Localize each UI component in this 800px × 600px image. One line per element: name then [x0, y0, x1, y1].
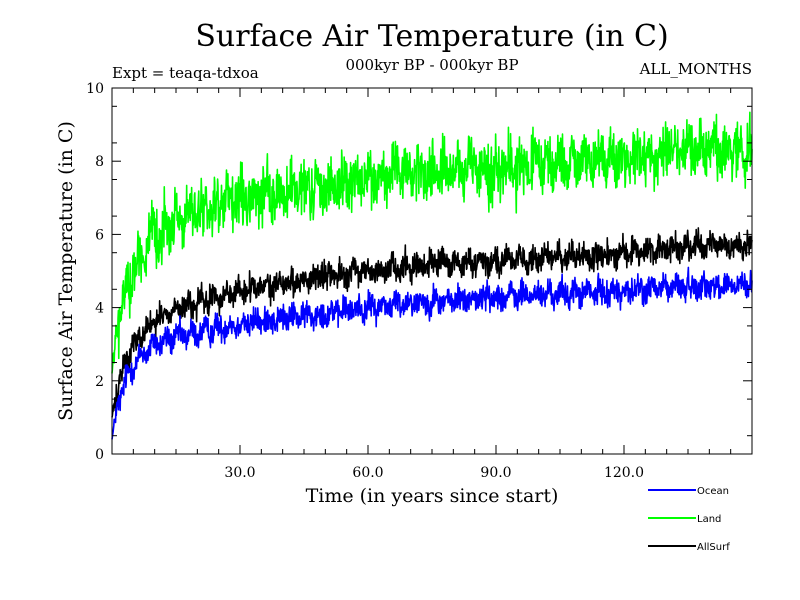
experiment-label: Expt = teaqa-tdxoa — [112, 64, 259, 82]
y-tick-label: 10 — [86, 81, 104, 97]
x-tick-label: 120.0 — [604, 465, 644, 481]
legend-label-allsurf: AllSurf — [697, 542, 730, 553]
legend-label-land: Land — [697, 514, 721, 525]
months-label: ALL_MONTHS — [639, 60, 752, 78]
x-axis-label: Time (in years since start) — [306, 485, 559, 507]
legend-label-ocean: Ocean — [697, 486, 729, 497]
series-line-ocean — [111, 266, 753, 440]
y-tick-label: 4 — [95, 301, 104, 317]
y-tick-label: 2 — [95, 374, 104, 390]
y-tick-label: 0 — [95, 447, 104, 463]
y-axis-label: Surface Air Temperature (in C) — [55, 121, 77, 421]
x-tick-label: 30.0 — [224, 465, 255, 481]
chart-title: Surface Air Temperature (in C) — [195, 19, 668, 54]
series-line-allsurf — [111, 227, 753, 418]
x-tick-label: 60.0 — [352, 465, 383, 481]
legend: Ocean Land AllSurf — [648, 486, 730, 553]
time-range-label: 000kyr BP - 000kyr BP — [345, 56, 518, 74]
plot-frame — [111, 87, 753, 455]
x-tick-label: 90.0 — [480, 465, 511, 481]
series-line-land — [111, 111, 753, 374]
series-layer — [111, 111, 753, 440]
ticks-layer: 0 2 4 6 8 10 30.0 60.0 90.0 120.0 — [86, 81, 752, 481]
y-tick-label: 6 — [95, 227, 104, 243]
y-tick-label: 8 — [95, 154, 104, 170]
